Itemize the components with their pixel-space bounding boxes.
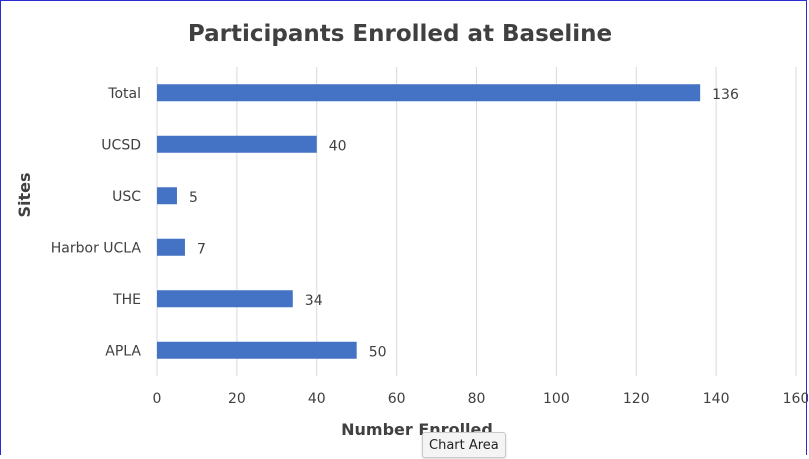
bar: [157, 187, 177, 205]
x-tick-labels: 0 20 40 60 80 100 120 140 160: [153, 391, 808, 407]
y-axis-title: Sites: [15, 172, 34, 217]
bar: [157, 290, 293, 308]
category-label: UCSD: [101, 137, 141, 153]
x-tick-label: 60: [388, 391, 406, 407]
bar: [157, 238, 185, 256]
data-label: 136: [712, 87, 739, 103]
x-tick-label: 20: [228, 391, 246, 407]
data-label: 50: [369, 344, 387, 360]
gridlines: [156, 67, 797, 376]
x-tick-label: 140: [703, 391, 730, 407]
chart-area-tooltip: Chart Area: [422, 432, 506, 458]
category-label: Total: [107, 86, 141, 102]
data-label: 5: [189, 190, 198, 206]
category-label: THE: [112, 292, 141, 308]
category-labels: Total UCSD USC Harbor UCLA THE APLA: [51, 86, 142, 360]
data-label: 40: [329, 138, 347, 154]
bar: [157, 84, 701, 102]
data-labels: 136 40 5 7 34 50: [189, 87, 739, 361]
bars: [157, 84, 701, 359]
x-tick-label: 160: [783, 391, 808, 407]
bar: [157, 135, 317, 153]
bar: [157, 341, 357, 359]
x-tick-label: 80: [468, 391, 486, 407]
category-label: APLA: [105, 343, 141, 359]
x-tick-label: 40: [308, 391, 326, 407]
chart-title: Participants Enrolled at Baseline: [188, 21, 612, 47]
category-label: Harbor UCLA: [51, 240, 142, 256]
x-tick-label: 0: [153, 391, 162, 407]
data-label: 7: [197, 241, 206, 257]
data-label: 34: [305, 293, 323, 309]
x-tick-label: 120: [623, 391, 650, 407]
x-tick-label: 100: [543, 391, 570, 407]
category-label: USC: [112, 189, 141, 205]
